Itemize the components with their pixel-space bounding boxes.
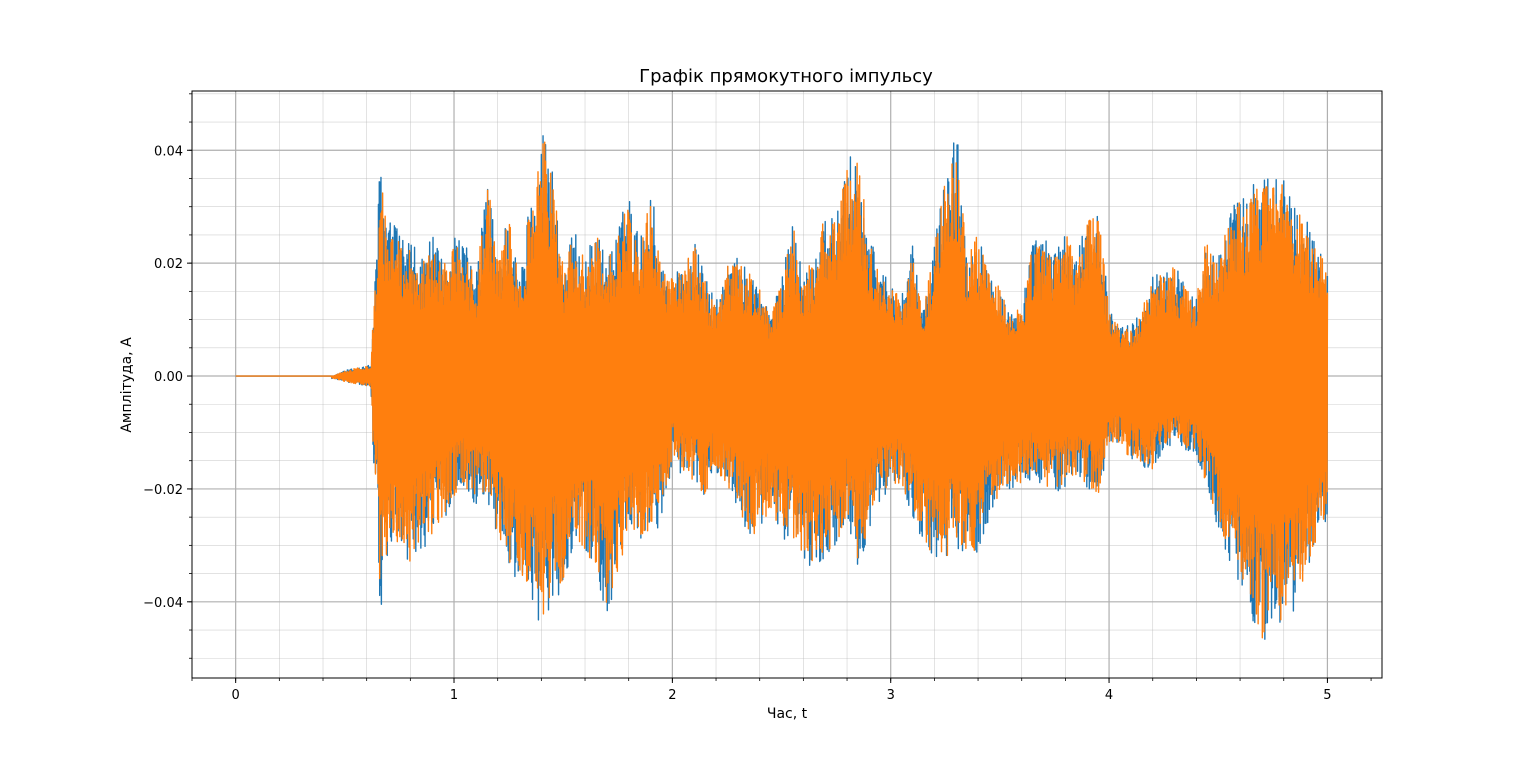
- x-tick-label: 3: [887, 688, 895, 703]
- x-tick-label: 4: [1105, 688, 1113, 703]
- x-axis-label: Час, t: [767, 706, 808, 722]
- x-tick-label: 1: [450, 688, 458, 703]
- y-tick-label: 0.04: [154, 144, 183, 159]
- x-tick-label: 0: [232, 688, 240, 703]
- ticks: 0 1 2 3 4 5 −0.04 −0.02 0.00 0.02 0.04: [143, 93, 1372, 703]
- series-line-1: [235, 141, 1329, 639]
- x-tick-label: 2: [668, 688, 676, 703]
- y-tick-label: −0.04: [143, 596, 183, 611]
- y-tick-label: 0.02: [154, 257, 183, 272]
- y-tick-label: 0.00: [154, 370, 183, 385]
- axes-frame: [191, 90, 1383, 679]
- y-axis-label: Амплітуда, A: [119, 337, 135, 433]
- x-tick-label: 5: [1323, 688, 1331, 703]
- y-tick-label: −0.02: [143, 483, 183, 498]
- chart-title: Графік прямокутного імпульсу: [639, 66, 933, 87]
- plot-area: [235, 135, 1329, 640]
